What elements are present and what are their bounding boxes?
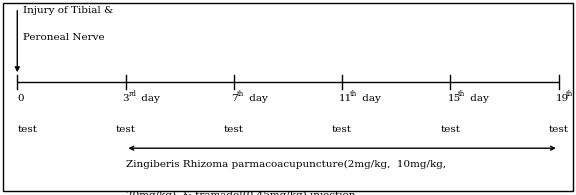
Text: day: day xyxy=(359,94,381,103)
Text: test: test xyxy=(224,125,244,134)
Text: 3: 3 xyxy=(123,94,130,103)
Text: rd: rd xyxy=(128,90,137,98)
Text: th: th xyxy=(566,90,574,98)
Text: day: day xyxy=(246,94,268,103)
Text: day: day xyxy=(138,94,160,103)
Text: 20mg/kg)  & tramadol(0.45mg/kg) injection: 20mg/kg) & tramadol(0.45mg/kg) injection xyxy=(126,191,355,195)
Text: Peroneal Nerve: Peroneal Nerve xyxy=(23,33,105,42)
Text: 11: 11 xyxy=(339,94,353,103)
Text: 0: 0 xyxy=(17,94,24,103)
Text: test: test xyxy=(332,125,352,134)
Text: th: th xyxy=(458,90,465,98)
Text: test: test xyxy=(17,125,37,134)
Text: test: test xyxy=(116,125,135,134)
Text: 19: 19 xyxy=(556,94,569,103)
Text: th: th xyxy=(237,90,244,98)
Text: 15: 15 xyxy=(448,94,461,103)
Text: test: test xyxy=(441,125,460,134)
Text: Zingiberis Rhizoma parmacoacupuncture(2mg/kg,  10mg/kg,: Zingiberis Rhizoma parmacoacupuncture(2m… xyxy=(126,160,446,169)
Text: th: th xyxy=(350,90,357,98)
Text: Injury of Tibial &: Injury of Tibial & xyxy=(23,6,113,15)
Text: day: day xyxy=(575,94,576,103)
Text: test: test xyxy=(549,125,569,134)
Text: day: day xyxy=(467,94,489,103)
Text: 7: 7 xyxy=(231,94,238,103)
